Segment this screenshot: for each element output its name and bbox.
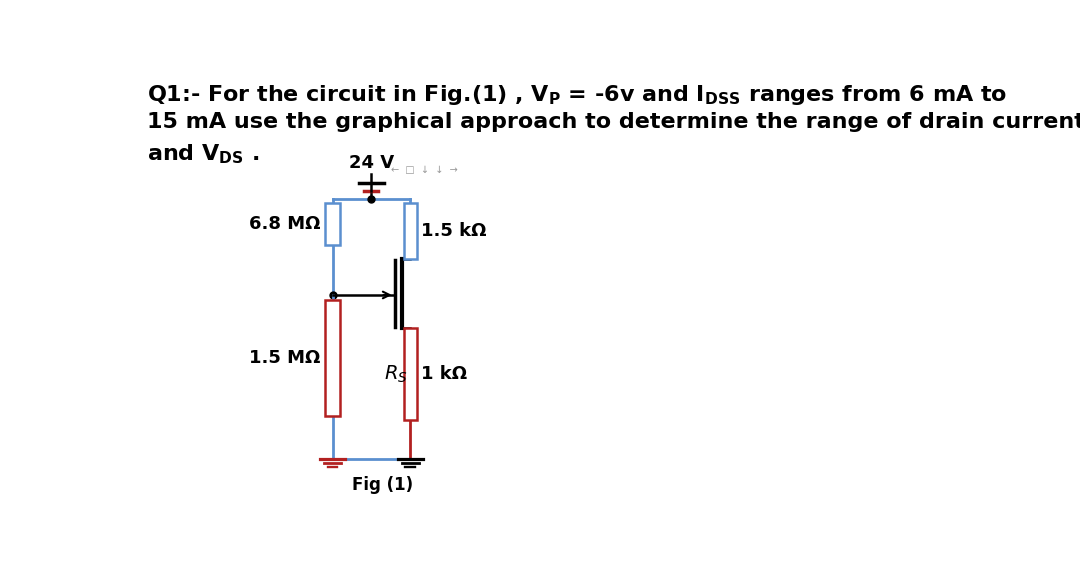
Text: 15 mA use the graphical approach to determine the range of drain current: 15 mA use the graphical approach to dete… [147,113,1080,132]
Bar [404,328,417,420]
Text: 1 kΩ: 1 kΩ [421,365,468,383]
Text: and $\mathbf{V_{DS}}$ .: and $\mathbf{V_{DS}}$ . [147,143,259,166]
Text: 1.5 kΩ: 1.5 kΩ [421,222,487,240]
Text: 6.8 MΩ: 6.8 MΩ [248,215,321,233]
Text: 1.5 MΩ: 1.5 MΩ [248,349,321,367]
Bar [404,202,417,259]
Bar [325,202,340,245]
Text: ←  □  ↓  ↓  →: ← □ ↓ ↓ → [391,165,458,175]
Bar [325,301,340,416]
Text: Fig (1): Fig (1) [352,476,414,494]
Text: 24 V: 24 V [349,154,394,172]
Text: Q1:- For the circuit in Fig.(1) , $\mathbf{V_P}$ = -6v and $\mathbf{I_{DSS}}$ ra: Q1:- For the circuit in Fig.(1) , $\math… [147,83,1007,108]
Text: $R_S$: $R_S$ [384,364,408,385]
